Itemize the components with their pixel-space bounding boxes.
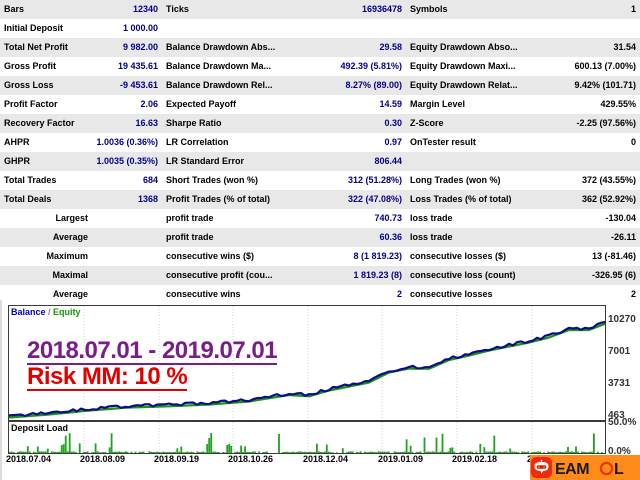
svg-text:L: L <box>614 461 624 478</box>
svg-text:EAM: EAM <box>555 461 589 478</box>
